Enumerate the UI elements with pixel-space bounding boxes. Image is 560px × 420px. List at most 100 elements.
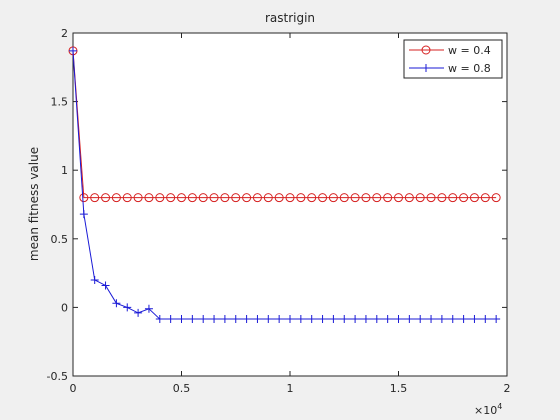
marker: [296, 315, 305, 324]
marker: [134, 308, 143, 317]
marker: [155, 315, 164, 324]
marker: [491, 193, 501, 203]
marker: [480, 193, 490, 203]
marker: [459, 315, 468, 324]
marker: [166, 315, 175, 324]
marker: [263, 193, 273, 203]
marker: [101, 281, 110, 290]
axes-background: [73, 33, 507, 376]
x-multiplier-exponent: 4: [497, 402, 502, 411]
marker: [90, 275, 99, 284]
marker: [339, 193, 349, 203]
marker: [296, 193, 306, 203]
x-multiplier-base: ×10: [474, 404, 497, 417]
marker: [209, 193, 219, 203]
series-line: [72, 50, 497, 320]
y-tick-label: 2: [61, 27, 68, 40]
marker: [231, 193, 241, 203]
marker: [340, 315, 349, 324]
marker: [448, 193, 458, 203]
marker: [198, 193, 208, 203]
marker: [318, 193, 328, 203]
marker: [383, 315, 392, 324]
marker: [111, 193, 121, 203]
y-tick-label: -0.5: [47, 370, 68, 383]
marker: [187, 193, 197, 203]
y-tick-label: 0.5: [51, 233, 69, 246]
marker: [481, 315, 490, 324]
marker: [220, 315, 229, 324]
marker: [427, 315, 436, 324]
x-tick-label: 1.5: [390, 382, 408, 395]
marker: [394, 315, 403, 324]
marker: [437, 315, 446, 324]
marker: [405, 315, 414, 324]
marker: [123, 303, 132, 312]
marker: [307, 315, 316, 324]
x-tick-label: 1: [287, 382, 294, 395]
x-tick-label: 2: [504, 382, 511, 395]
marker: [199, 315, 208, 324]
marker: [307, 193, 317, 203]
marker: [144, 193, 154, 203]
marker: [361, 193, 371, 203]
marker: [469, 193, 479, 203]
marker: [188, 315, 197, 324]
marker: [415, 193, 425, 203]
marker: [285, 193, 295, 203]
marker: [351, 315, 360, 324]
marker: [79, 210, 88, 219]
marker: [210, 315, 219, 324]
marker: [155, 193, 165, 203]
marker: [328, 193, 338, 203]
series-line: [72, 50, 497, 199]
marker: [470, 315, 479, 324]
marker: [274, 193, 284, 203]
marker: [286, 315, 294, 324]
marker: [492, 315, 501, 324]
marker: [242, 315, 251, 324]
marker: [144, 304, 153, 313]
legend-marker: [421, 45, 431, 55]
marker: [416, 315, 425, 324]
marker: [448, 315, 457, 324]
marker: [231, 315, 240, 324]
marker: [372, 193, 382, 203]
marker: [275, 315, 284, 324]
marker: [252, 193, 262, 203]
marker: [133, 193, 143, 203]
marker: [459, 193, 469, 203]
chart-title: rastrigin: [265, 11, 315, 25]
marker: [329, 315, 338, 324]
marker: [79, 193, 89, 203]
marker: [350, 193, 360, 203]
marker: [177, 193, 186, 203]
marker: [122, 193, 132, 203]
y-tick-label: 1: [61, 164, 68, 177]
legend-marker: [422, 64, 430, 72]
marker: [318, 315, 327, 324]
legend-label: w = 0.4: [448, 44, 491, 57]
marker: [437, 193, 447, 203]
marker: [112, 299, 121, 308]
marker: [101, 193, 111, 203]
marker: [394, 193, 403, 203]
y-axis-label: mean fitness value: [27, 147, 41, 261]
y-tick-label: 0: [61, 301, 68, 314]
marker: [372, 315, 381, 324]
legend-box: [403, 39, 503, 79]
marker: [404, 193, 414, 203]
marker: [383, 193, 393, 203]
marker: [166, 193, 176, 203]
x-tick-label: 0.5: [173, 382, 191, 395]
legend-label: w = 0.8: [448, 62, 491, 75]
marker: [69, 46, 77, 55]
axes-box: [72, 32, 508, 377]
marker: [242, 193, 252, 203]
marker: [361, 315, 370, 324]
marker: [426, 193, 436, 203]
x-tick-label: 0: [70, 382, 77, 395]
marker: [90, 193, 100, 203]
marker: [177, 315, 186, 324]
